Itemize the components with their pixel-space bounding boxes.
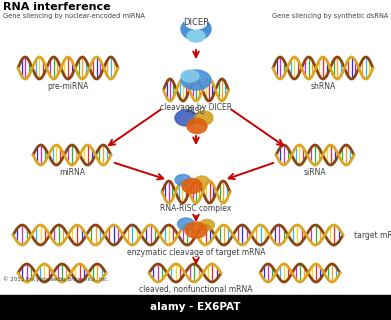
Ellipse shape bbox=[185, 222, 207, 238]
Ellipse shape bbox=[187, 30, 205, 42]
Text: RNA interference: RNA interference bbox=[3, 2, 111, 12]
Text: enzymatic cleavage of target mRNA: enzymatic cleavage of target mRNA bbox=[127, 248, 265, 257]
Text: Gene silencing by synthetic dsRNA: Gene silencing by synthetic dsRNA bbox=[272, 13, 388, 19]
Ellipse shape bbox=[181, 70, 211, 90]
Text: Gene silencing by nuclear-encoded miRNA: Gene silencing by nuclear-encoded miRNA bbox=[3, 13, 145, 19]
Text: cleavage by DICER: cleavage by DICER bbox=[160, 103, 232, 112]
Text: DICER: DICER bbox=[183, 18, 209, 27]
Ellipse shape bbox=[199, 220, 215, 230]
Ellipse shape bbox=[195, 176, 209, 186]
Text: pre-miRNA: pre-miRNA bbox=[47, 82, 89, 91]
Text: alamy - EX6PAT: alamy - EX6PAT bbox=[150, 302, 241, 313]
Ellipse shape bbox=[181, 70, 199, 82]
Bar bbox=[0, 295, 391, 320]
Text: siRNA: siRNA bbox=[304, 168, 326, 177]
Text: miRNA: miRNA bbox=[59, 168, 85, 177]
Ellipse shape bbox=[178, 218, 194, 230]
Ellipse shape bbox=[181, 18, 211, 40]
Ellipse shape bbox=[182, 179, 202, 194]
Text: © 2013 Encyclopaedia Britannica, Inc.: © 2013 Encyclopaedia Britannica, Inc. bbox=[3, 276, 109, 282]
Ellipse shape bbox=[185, 15, 207, 29]
Text: RNA-RISC complex: RNA-RISC complex bbox=[160, 204, 231, 213]
Text: RISC: RISC bbox=[187, 107, 205, 116]
Ellipse shape bbox=[187, 118, 207, 133]
Text: shRNA: shRNA bbox=[310, 82, 335, 91]
Text: target mRNA: target mRNA bbox=[354, 230, 391, 239]
Ellipse shape bbox=[175, 110, 197, 126]
Ellipse shape bbox=[195, 111, 213, 125]
Ellipse shape bbox=[175, 174, 191, 186]
Text: cleaved, nonfunctional mRNA: cleaved, nonfunctional mRNA bbox=[139, 285, 253, 294]
